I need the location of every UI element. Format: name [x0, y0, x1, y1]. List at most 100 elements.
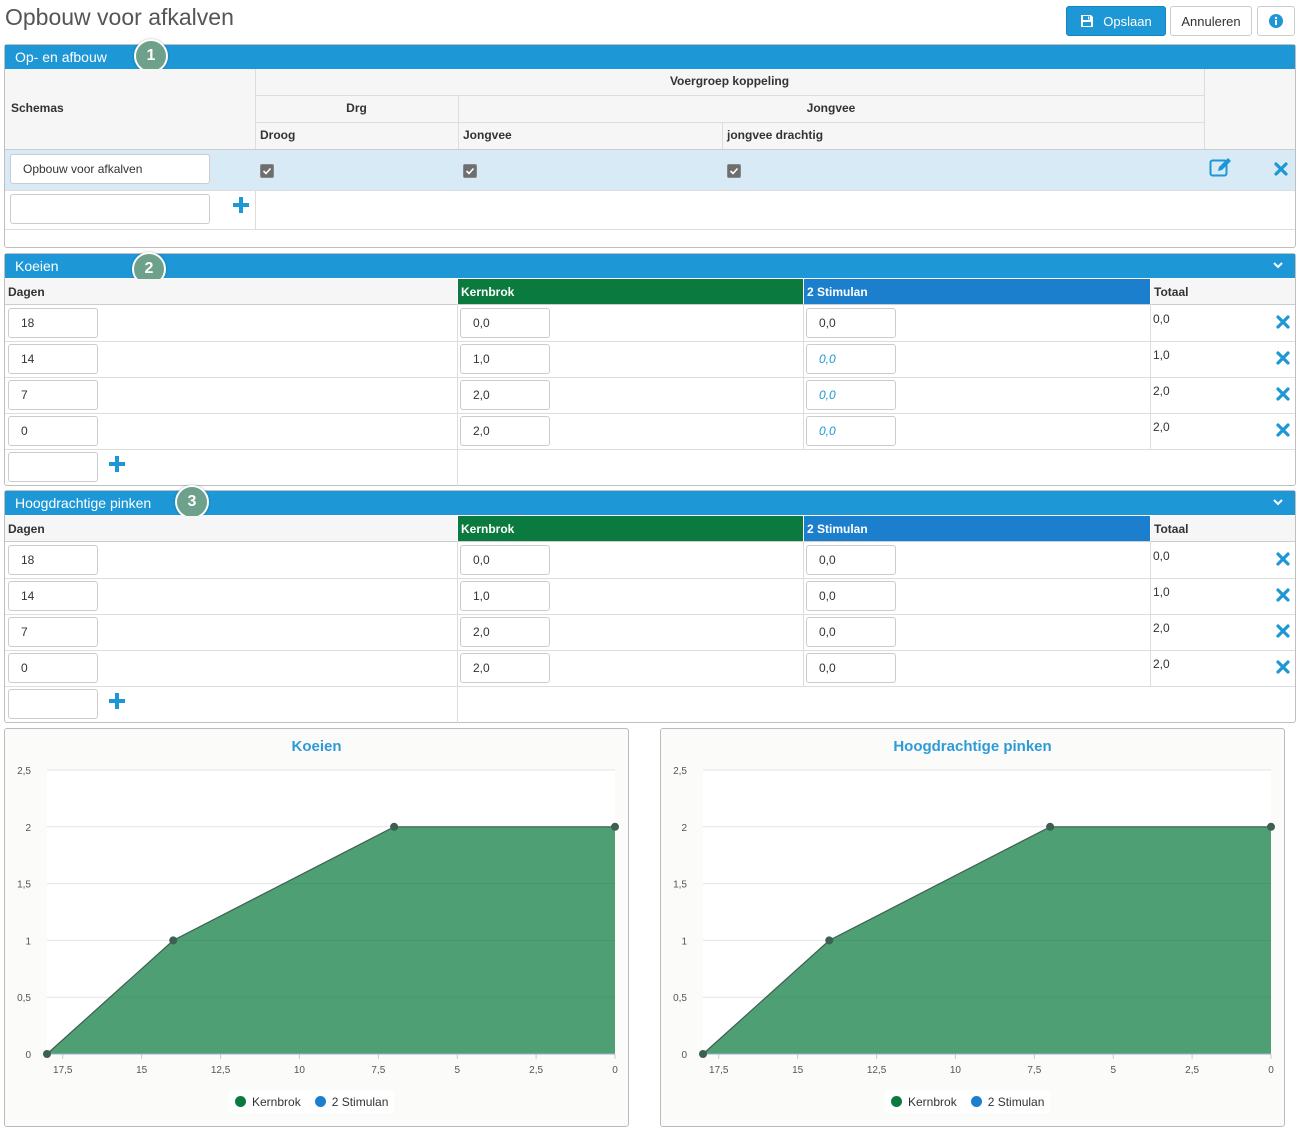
col-droog: Droog [260, 128, 296, 142]
section-hoogdrachtige-pinken: Hoogdrachtige pinken 3 Dagen Kernbrok 2 … [4, 485, 1296, 723]
kernbrok-input[interactable]: 2,0 [460, 380, 550, 410]
section-header: Op- en afbouw [5, 45, 1295, 69]
stimulan-header-bg [804, 516, 1150, 541]
info-icon [1269, 14, 1283, 28]
droog-checkbox[interactable] [260, 164, 274, 178]
chart-title: Hoogdrachtige pinken [893, 738, 1052, 755]
dagen-input[interactable]: 7 [8, 617, 98, 647]
delete-icon[interactable] [1275, 350, 1291, 366]
legend-item-stimulan[interactable]: 2 Stimulan [314, 1095, 388, 1109]
x-tick-label: 2,5 [1185, 1065, 1199, 1076]
stimulan-input[interactable]: 0,0 [806, 380, 896, 410]
kernbrok-input[interactable]: 2,0 [460, 617, 550, 647]
x-tick-label: 2,5 [529, 1065, 543, 1076]
y-tick-label: 2 [25, 823, 31, 834]
chevron-down-icon[interactable] [1271, 258, 1285, 272]
kernbrok-point [1046, 822, 1055, 831]
section-title: Op- en afbouw [15, 49, 107, 65]
chart-title: Koeien [291, 738, 342, 755]
col-schemas: Schemas [11, 101, 64, 115]
dagen-input[interactable]: 0 [8, 416, 98, 446]
edit-icon[interactable] [1209, 156, 1235, 178]
stimulan-input[interactable]: 0,0 [806, 416, 896, 446]
y-tick-label: 1,5 [17, 880, 31, 891]
x-tick-label: 17,5 [709, 1065, 729, 1076]
add-row-icon[interactable] [108, 692, 126, 710]
totaal-value: 2,0 [1153, 420, 1170, 434]
section-op-en-afbouw: Op- en afbouw 1 Schemas Voergroep koppel… [4, 39, 1296, 248]
kernbrok-input[interactable]: 1,0 [460, 581, 550, 611]
kernbrok-input[interactable]: 2,0 [460, 416, 550, 446]
stimulan-input[interactable]: 0,0 [806, 545, 896, 575]
col-totaal: Totaal [1154, 285, 1189, 299]
kernbrok-area [703, 826, 1271, 1054]
stimulan-input[interactable]: 0,0 [806, 344, 896, 374]
x-tick-label: 7,5 [371, 1065, 385, 1076]
legend-item-kernbrok[interactable]: Kernbrok [235, 1095, 301, 1109]
delete-icon[interactable] [1275, 623, 1291, 639]
delete-icon[interactable] [1275, 386, 1291, 402]
kernbrok-point [43, 1050, 51, 1058]
kernbrok-point [611, 822, 619, 831]
kernbrok-input[interactable]: 0,0 [460, 545, 550, 575]
save-button[interactable]: Opslaan [1066, 6, 1166, 36]
step-badge: 3 [175, 485, 209, 519]
cancel-button[interactable]: Annuleren [1170, 6, 1252, 36]
page-title: Opbouw voor afkalven [5, 4, 234, 30]
kernbrok-input[interactable]: 1,0 [460, 344, 550, 374]
add-schema-icon[interactable] [232, 196, 250, 214]
chart-plot: 0 0,5 1 1,5 2 2,5 17,5 15 12,5 10 7,5 5 2,5 0 [673, 766, 1275, 1076]
legend-item-stimulan[interactable]: 2 Stimulan [970, 1095, 1044, 1109]
jongvee-checkbox[interactable] [463, 164, 477, 178]
kernbrok-input[interactable]: 2,0 [460, 653, 550, 683]
dagen-input[interactable]: 14 [8, 581, 98, 611]
stimulan-input[interactable]: 0,0 [806, 308, 896, 338]
x-tick-label: 17,5 [53, 1065, 73, 1076]
delete-icon[interactable] [1275, 314, 1291, 330]
y-tick-label: 0,5 [17, 993, 31, 1004]
y-tick-label: 0 [681, 1050, 687, 1061]
delete-icon[interactable] [1275, 587, 1291, 603]
new-dagen-input[interactable] [8, 452, 98, 482]
info-button[interactable] [1257, 6, 1295, 36]
chart-hoogdrachtige-pinken: Hoogdrachtige pinken 0 0,5 1 1,5 2 2,5 17,5 15 1… [660, 728, 1285, 1127]
table-header [5, 69, 1295, 149]
dagen-input[interactable]: 14 [8, 344, 98, 374]
kernbrok-header-bg [458, 279, 803, 304]
stimulan-input[interactable]: 0,0 [806, 617, 896, 647]
y-tick-label: 2,5 [673, 766, 687, 777]
col-jongvee-group: Jongvee [806, 101, 856, 115]
delete-icon[interactable] [1273, 161, 1289, 177]
section-header[interactable]: Koeien [5, 254, 1295, 278]
dagen-input[interactable]: 7 [8, 380, 98, 410]
x-tick-label: 5 [1110, 1065, 1116, 1076]
dagen-input[interactable]: 18 [8, 545, 98, 575]
chevron-down-icon[interactable] [1271, 495, 1285, 509]
totaal-value: 1,0 [1153, 585, 1170, 599]
delete-icon[interactable] [1275, 422, 1291, 438]
delete-icon[interactable] [1275, 551, 1291, 567]
chart-legend: Kernbrok 2 Stimulan [229, 1091, 395, 1113]
stimulan-input[interactable]: 0,0 [806, 581, 896, 611]
add-row-icon[interactable] [108, 455, 126, 473]
chart-koeien: Koeien 0 0,5 1 1,5 2 2,5 17,5 15 12,5 10 7,5 5 2,5 0 … [4, 728, 629, 1127]
totaal-value: 1,0 [1153, 348, 1170, 362]
step-badge: 1 [134, 39, 168, 73]
kernbrok-point [699, 1050, 707, 1058]
kernbrok-input[interactable]: 0,0 [460, 308, 550, 338]
table-row-selected[interactable] [5, 150, 1295, 190]
legend-item-kernbrok[interactable]: Kernbrok [891, 1095, 957, 1109]
col-jongvee-drachtig: jongvee drachtig [727, 128, 824, 142]
x-tick-label: 10 [950, 1065, 962, 1076]
dagen-input[interactable]: 0 [8, 653, 98, 683]
new-dagen-input[interactable] [8, 689, 98, 719]
x-tick-label: 15 [136, 1065, 148, 1076]
delete-icon[interactable] [1275, 659, 1291, 675]
jongvee-drachtig-checkbox[interactable] [727, 164, 741, 178]
schema-name-input[interactable]: Opbouw voor afkalven [10, 154, 210, 184]
new-schema-input[interactable] [10, 194, 210, 224]
kernbrok-point [1267, 822, 1275, 831]
dagen-input[interactable]: 18 [8, 308, 98, 338]
stimulan-input[interactable]: 0,0 [806, 653, 896, 683]
section-header[interactable]: Hoogdrachtige pinken [5, 491, 1295, 515]
